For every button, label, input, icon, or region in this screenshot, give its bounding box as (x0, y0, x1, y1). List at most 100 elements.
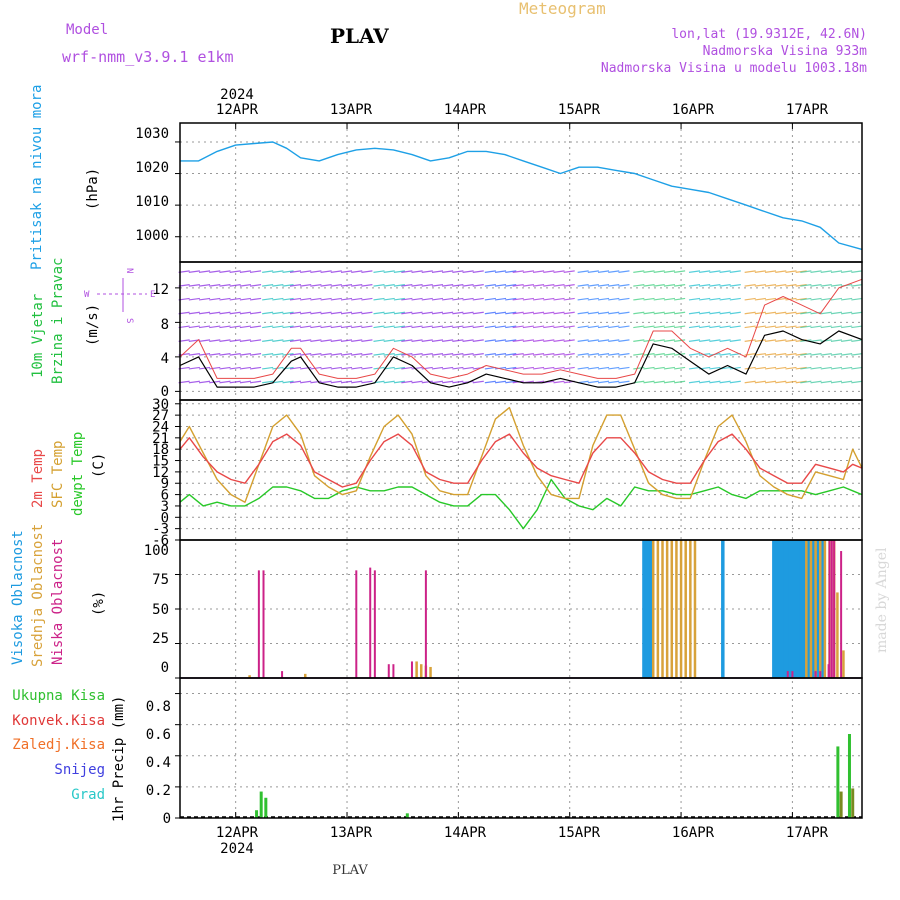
low-cloud-bar (833, 540, 836, 678)
wind-arrow (462, 325, 474, 329)
wind-arrow (198, 339, 211, 342)
low-cloud-bar (814, 671, 817, 678)
wind-arrow (820, 284, 832, 287)
wind-arrow (320, 311, 332, 315)
mid-cloud-bar (304, 673, 307, 678)
wind-arrow (587, 325, 599, 329)
wind-arrow (674, 311, 686, 315)
high-cloud-bar (802, 540, 806, 678)
wind-arrow (340, 270, 353, 273)
wind-arrow (522, 284, 534, 287)
wind-arrow (608, 270, 620, 273)
precip-tick: 0 (163, 811, 171, 827)
wind-arrow (209, 284, 221, 287)
wind-arrow (262, 353, 274, 356)
wind-arrow (484, 311, 496, 315)
wind-arrow (431, 339, 444, 342)
wind-arrow (188, 284, 200, 287)
wind-arrow (643, 297, 655, 301)
pressure-tick: 1030 (135, 126, 169, 142)
wind-arrow (851, 380, 863, 384)
low-cloud-bar (355, 570, 358, 678)
wind-arrow (401, 339, 413, 342)
pressure-tick: 1010 (135, 194, 169, 210)
wind-arrow (330, 339, 342, 342)
wind-arrow (209, 325, 221, 329)
wind-arrow (729, 297, 741, 301)
wind-arrow (401, 325, 413, 329)
wind-arrow (597, 297, 610, 301)
low-cloud-bar (392, 664, 395, 678)
wind-arrow (411, 325, 423, 329)
wind-arrow (383, 284, 395, 287)
wind-arrow (643, 284, 655, 287)
wind-arrow (472, 380, 484, 384)
wind-arrow (330, 380, 342, 384)
wind-arrow (597, 311, 610, 315)
wind-arrow (484, 339, 496, 342)
wind-arrow (289, 353, 302, 356)
wind-arrow (563, 366, 575, 370)
wind-arrow (608, 366, 620, 370)
wind-arrow (431, 270, 444, 273)
wind-arrow (361, 339, 373, 342)
wind-arrow (563, 353, 575, 356)
cloud-mid-label: Srednja Oblacnost (30, 524, 46, 667)
wind-arrow (250, 311, 262, 315)
wind-arrow (431, 297, 444, 301)
wind-arrow (229, 284, 241, 287)
wind-arrow (383, 339, 395, 342)
wind-arrow (618, 297, 630, 301)
wind-arrow (785, 325, 797, 329)
high-cloud-bar (646, 540, 651, 678)
wind-arrow (795, 325, 807, 329)
wind-arrow (841, 270, 853, 273)
wind-arrow (653, 297, 665, 301)
wind-arrow (597, 270, 610, 273)
wind-arrow (250, 366, 262, 370)
wind-arrow (830, 380, 843, 384)
wind-arrow (411, 366, 423, 370)
wind-arrow (401, 311, 413, 315)
wind-arrow (810, 339, 822, 342)
wind-arrow (663, 270, 676, 273)
wind-arrow (272, 297, 284, 301)
mid-cloud-bar (665, 540, 669, 678)
wind-arrow (383, 380, 395, 384)
wind-arrow (361, 325, 373, 329)
wind-arrow (373, 325, 385, 329)
mid-cloud-bar (670, 540, 674, 678)
wind-arrow (608, 297, 620, 301)
wind-arrow (643, 366, 655, 370)
wind-arrow (282, 284, 294, 287)
wind-arrow (522, 311, 534, 315)
wind-arrow (709, 325, 721, 329)
mid-cloud-bar (661, 540, 664, 678)
wind-arrow (754, 270, 766, 273)
wind-arrow (373, 284, 385, 287)
precip-bar (851, 788, 855, 818)
wind-arrow (383, 270, 395, 273)
wind-arrow (709, 380, 721, 384)
wind-arrow (522, 353, 534, 356)
wind-arrow (330, 325, 342, 329)
mid-cloud-bar (823, 540, 827, 678)
low-cloud-bar (410, 661, 413, 678)
wind-arrow (421, 325, 433, 329)
wind-arrow (289, 311, 302, 315)
wind-arrow (310, 311, 322, 315)
wind-arrow (653, 325, 665, 329)
wind-arrow (351, 284, 363, 287)
wind-arrow (484, 284, 496, 287)
wind-arrow (401, 284, 413, 287)
wind-arrow (800, 380, 812, 384)
wind-arrow (775, 366, 787, 370)
wind-arrow (219, 270, 231, 273)
wind-arrow (472, 339, 484, 342)
wind-arrow (830, 353, 843, 356)
wind-arrow (597, 380, 610, 384)
wind-arrow (272, 311, 284, 315)
wind-arrow (643, 325, 655, 329)
frame-layer (175, 122, 863, 819)
wind-arrow (699, 380, 711, 384)
